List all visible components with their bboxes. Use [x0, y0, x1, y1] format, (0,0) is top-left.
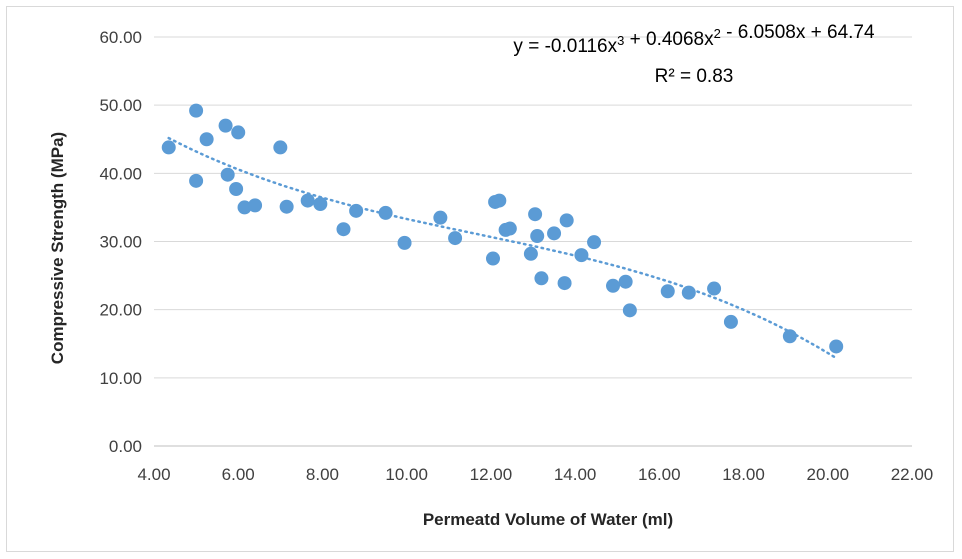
y-tick-labels: 0.00 10.00 20.00 30.00 40.00 50.00 60.00	[99, 28, 142, 456]
data-points	[161, 103, 844, 354]
data-point	[229, 182, 244, 197]
data-point	[378, 205, 393, 220]
data-point	[336, 222, 351, 237]
data-point	[199, 132, 214, 147]
data-point	[300, 193, 315, 208]
y-tick-label: 30.00	[99, 233, 142, 252]
data-point	[557, 276, 572, 291]
data-point	[523, 246, 538, 261]
x-tick-label: 6.00	[222, 465, 255, 484]
y-axis-title: Compressive Strength (MPa)	[48, 132, 67, 364]
data-point	[492, 193, 507, 208]
data-point	[433, 210, 448, 225]
y-tick-label: 20.00	[99, 301, 142, 320]
data-point	[587, 235, 602, 250]
data-point	[530, 229, 545, 244]
data-point	[559, 213, 574, 228]
trendline-equation: y = -0.0116x3 + 0.4068x2 - 6.0508x + 64.…	[513, 22, 875, 57]
y-tick-label: 0.00	[109, 437, 142, 456]
gridlines	[154, 36, 912, 447]
y-tick-label: 40.00	[99, 164, 142, 183]
x-tick-label: 8.00	[306, 465, 339, 484]
data-point	[502, 221, 517, 236]
x-tick-label: 22.00	[891, 465, 934, 484]
data-point	[528, 207, 543, 222]
data-point	[485, 251, 500, 266]
data-point	[218, 118, 233, 133]
data-point	[189, 103, 204, 118]
x-tick-label: 14.00	[554, 465, 597, 484]
data-point	[574, 248, 589, 263]
data-point	[248, 198, 263, 213]
data-point	[606, 278, 621, 293]
data-point	[349, 203, 364, 218]
data-point	[534, 271, 549, 286]
data-point	[547, 226, 562, 241]
data-point	[723, 314, 738, 329]
data-point	[448, 231, 463, 246]
data-point	[660, 284, 675, 299]
data-point	[681, 285, 696, 300]
data-point	[313, 197, 328, 212]
y-tick-label: 10.00	[99, 369, 142, 388]
data-point	[622, 303, 637, 318]
x-tick-label: 12.00	[470, 465, 513, 484]
data-point	[707, 281, 722, 296]
data-point	[273, 140, 288, 155]
x-axis-title: Permeatd Volume of Water (ml)	[423, 510, 673, 529]
x-tick-label: 20.00	[807, 465, 850, 484]
trendline	[167, 136, 836, 359]
x-tick-label: 4.00	[137, 465, 170, 484]
x-tick-label: 10.00	[385, 465, 428, 484]
data-point	[161, 140, 176, 155]
data-point	[397, 235, 412, 250]
data-point	[829, 339, 844, 354]
data-point	[220, 167, 235, 182]
data-point	[231, 125, 246, 140]
r-squared-label: R² = 0.83	[655, 66, 734, 87]
data-point	[279, 199, 294, 214]
y-tick-label: 60.00	[99, 28, 142, 47]
x-tick-labels: 4.00 6.00 8.00 10.00 12.00 14.00 16.00 18.00 20.…	[137, 465, 933, 484]
x-tick-label: 18.00	[722, 465, 765, 484]
data-point	[237, 200, 252, 215]
chart-frame	[6, 6, 954, 552]
data-point	[189, 173, 204, 188]
y-tick-label: 50.00	[99, 96, 142, 115]
data-point	[782, 329, 797, 344]
x-tick-label: 16.00	[638, 465, 681, 484]
data-point	[618, 274, 633, 289]
